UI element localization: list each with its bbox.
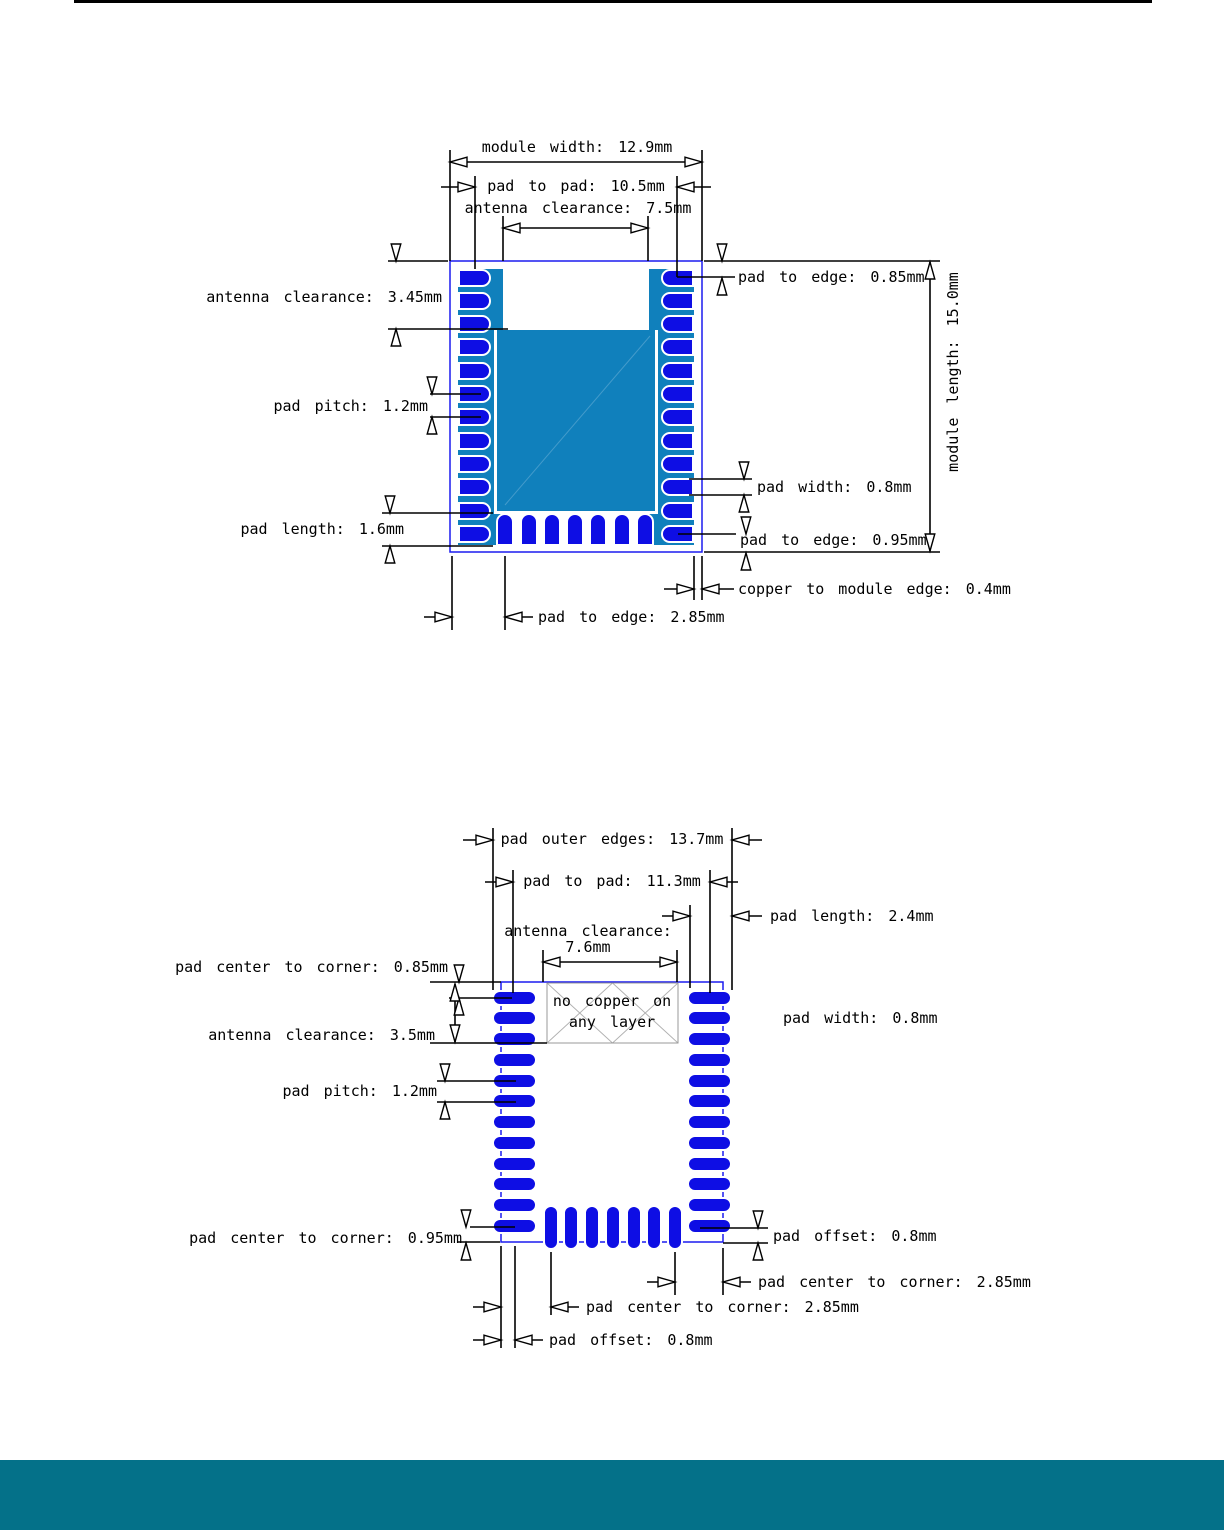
page-top-rule [74,0,1152,3]
dim-label-lp-antenna-clearance-height: antenna clearance: 3.5mm [208,1026,435,1044]
dim-label-lp-pad-length: pad length: 2.4mm [770,907,934,925]
dim-label-pad-width: pad width: 0.8mm [757,478,912,496]
dim-label-pad-to-pad: pad to pad: 10.5mm [487,177,665,195]
dim-label-pad-center-to-corner-bottom-left: pad center to corner: 0.95mm [189,1229,462,1247]
dim-label-pad-center-to-corner-top: pad center to corner: 0.85mm [175,958,448,976]
dim-label-pad-to-edge-corner: pad to edge: 2.85mm [538,608,725,626]
dim-label-lp-pad-width: pad width: 0.8mm [783,1009,938,1027]
note-no-copper-line2: any layer [568,1013,656,1031]
dim-label-pad-center-to-corner-right: pad center to corner: 2.85mm [758,1273,1031,1291]
module-top-view [382,150,940,630]
land-pattern-view [430,828,768,1348]
dim-label-module-width: module width: 12.9mm [481,138,673,156]
dim-label-lp-pad-to-pad: pad to pad: 11.3mm [523,872,701,890]
no-copper-hatch-area [546,982,679,1044]
dim-label-pad-offset-bottom: pad offset: 0.8mm [549,1331,713,1349]
note-no-copper-line1: no copper on [552,992,672,1010]
dim-label-copper-to-module-edge: copper to module edge: 0.4mm [738,580,1011,598]
dim-label-lp-antenna-clearance-width-line2: 7.6mm [565,938,611,956]
dim-label-pad-pitch: pad pitch: 1.2mm [273,397,429,415]
dim-label-antenna-clearance-width: antenna clearance: 7.5mm [464,199,692,217]
dim-label-pad-to-edge-bottom: pad to edge: 0.95mm [740,531,927,549]
dim-label-lp-pad-pitch: pad pitch: 1.2mm [282,1082,438,1100]
module-dimension-lines [382,150,940,630]
dim-label-pad-center-to-corner-bottom: pad center to corner: 2.85mm [586,1298,859,1316]
dim-label-pad-to-edge-top: pad to edge: 0.85mm [738,268,925,286]
dim-label-antenna-clearance-height: antenna clearance: 3.45mm [206,288,442,306]
dim-label-pad-offset-right: pad offset: 0.8mm [773,1227,937,1245]
dim-label-pad-length: pad length: 1.6mm [240,520,404,538]
dim-label-pad-outer-edges: pad outer edges: 13.7mm [500,830,724,848]
dim-label-lp-antenna-clearance-width-line1: antenna clearance: [504,922,672,940]
footer-bar [0,1460,1224,1530]
pour-fill-artifact-line [504,335,651,506]
dim-label-module-length: module length: 15.0mm [944,272,962,472]
